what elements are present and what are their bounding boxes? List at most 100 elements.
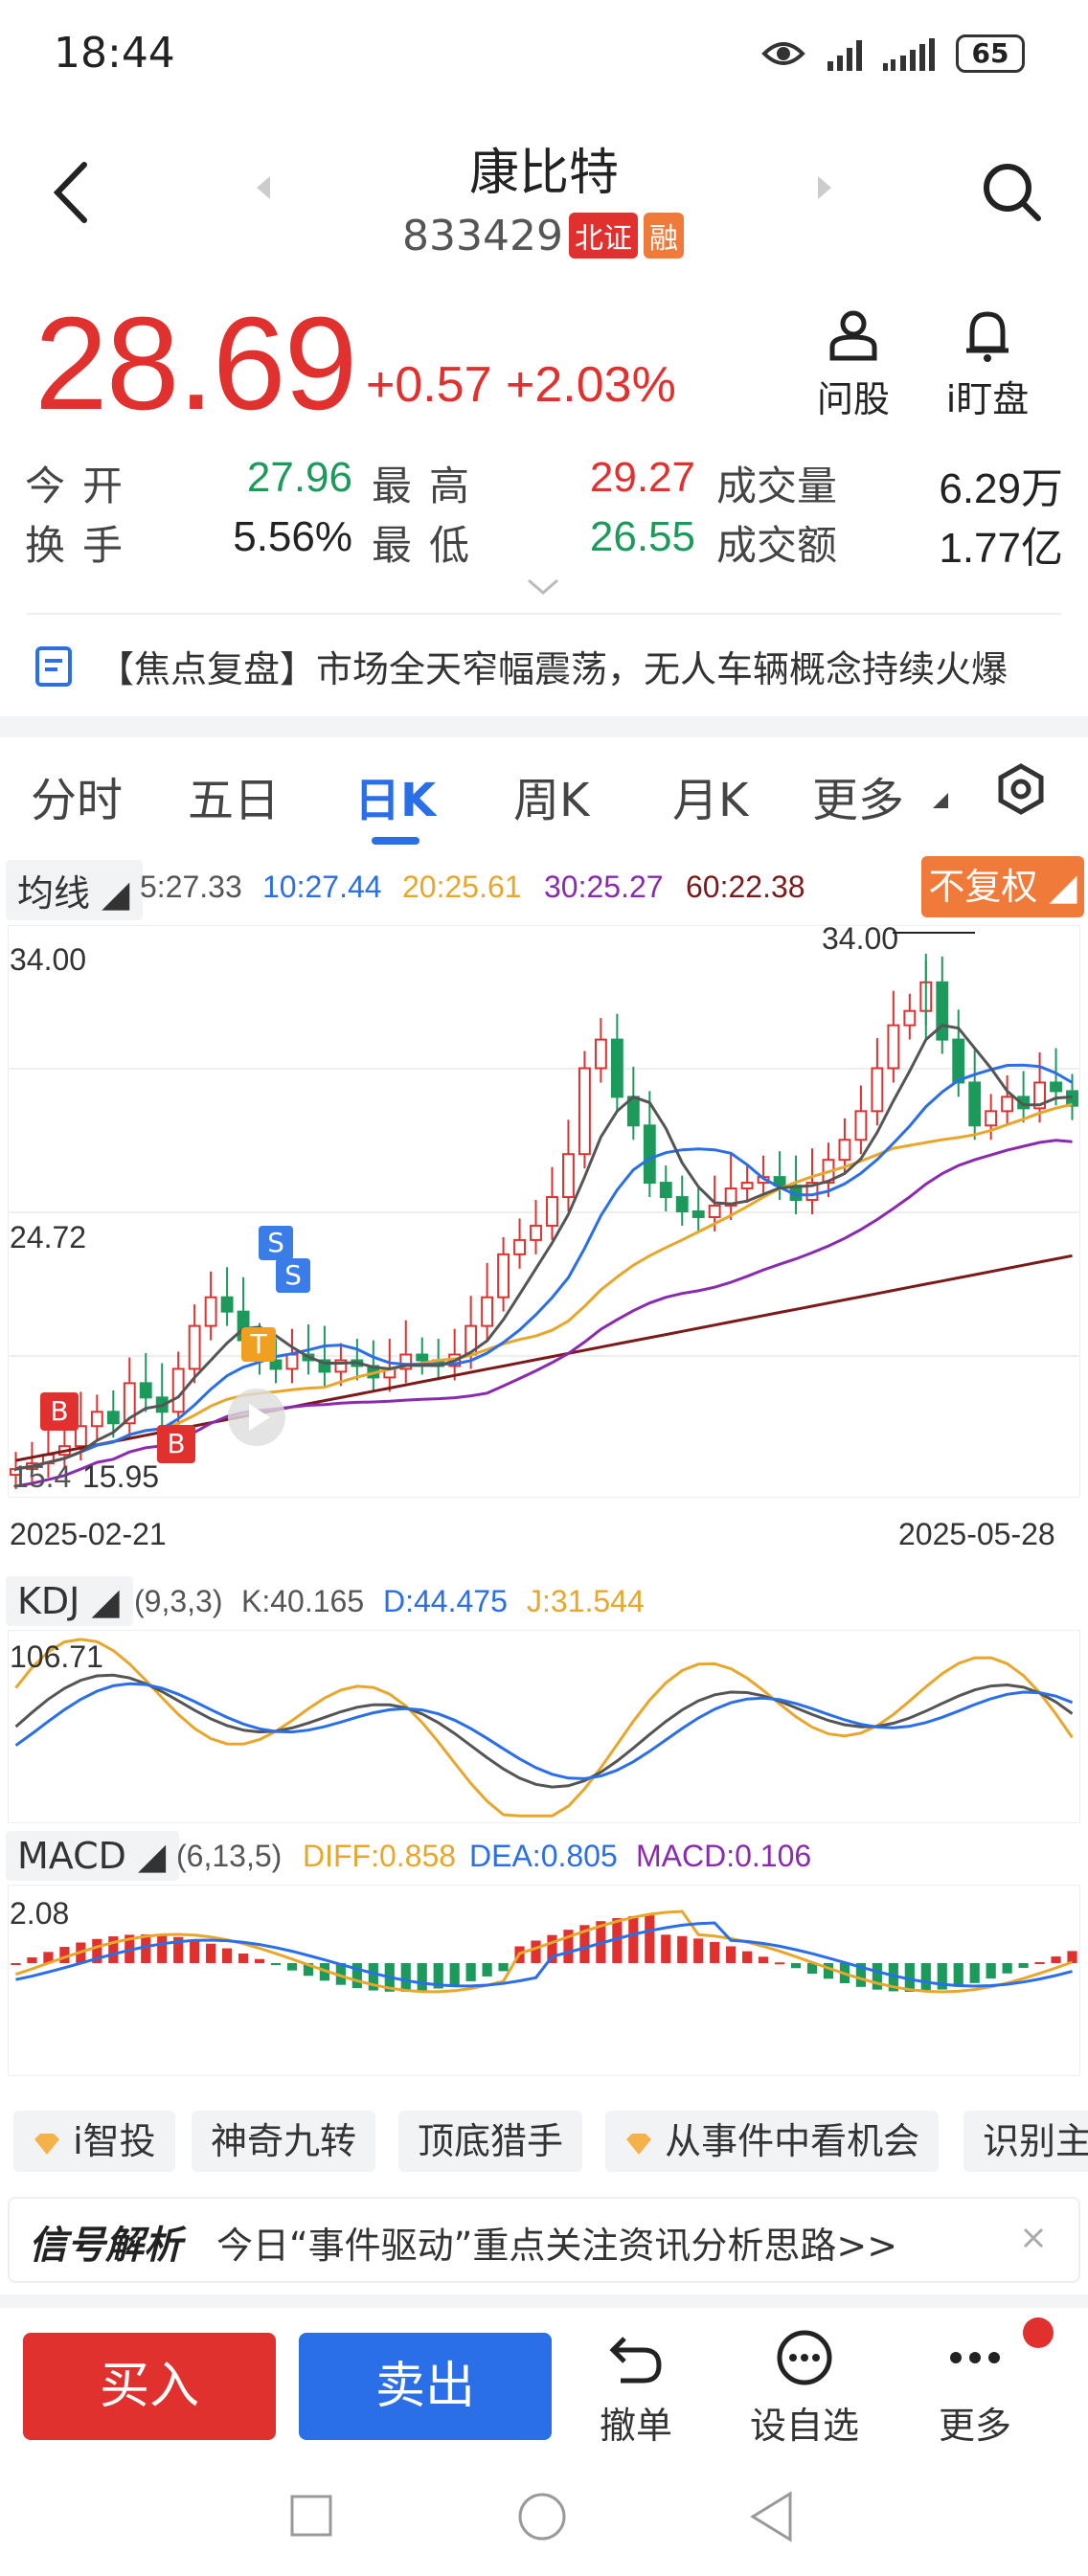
macd-bar bbox=[790, 1963, 802, 1969]
tab-more[interactable]: 更多 bbox=[812, 774, 905, 827]
tool-event[interactable]: 从事件中看机会 bbox=[605, 2111, 940, 2172]
tab-intraday[interactable]: 分时 bbox=[31, 774, 124, 827]
adjust-mode-label: 不复权 bbox=[928, 866, 1038, 908]
high-value: 29.27 bbox=[589, 454, 695, 501]
candle bbox=[171, 1367, 185, 1413]
tab-monthly-k[interactable]: 月K bbox=[672, 774, 749, 827]
news-headline[interactable]: 【焦点复盘】市场全天窄幅震荡，无人车辆概念持续火爆 bbox=[98, 648, 1009, 690]
buy-marker[interactable]: B bbox=[157, 1425, 195, 1463]
macd-bar bbox=[612, 1918, 623, 1963]
next-stock-icon[interactable] bbox=[816, 174, 833, 201]
watch-button[interactable]: i盯盘 bbox=[925, 308, 1050, 422]
candle bbox=[399, 1353, 413, 1370]
macd-bar bbox=[59, 1947, 70, 1963]
macd-bar bbox=[1018, 1963, 1029, 1968]
cancel-order-button[interactable]: 撤单 bbox=[578, 2329, 693, 2449]
buy-marker[interactable]: B bbox=[40, 1392, 79, 1431]
kline-peak-label: 34.00 bbox=[822, 921, 899, 956]
macd-bar bbox=[774, 1962, 785, 1965]
section-gap bbox=[0, 716, 1088, 737]
kdj-top-value: 106.71 bbox=[10, 1639, 103, 1674]
macd-bar bbox=[726, 1946, 737, 1963]
ask-stock-label: 问股 bbox=[816, 378, 890, 420]
open-value: 27.96 bbox=[246, 454, 352, 501]
tab-five-day[interactable]: 五日 bbox=[188, 774, 281, 827]
settings-icon[interactable] bbox=[994, 762, 1048, 816]
macd-bar bbox=[872, 1963, 882, 1990]
candle bbox=[74, 1425, 87, 1448]
expand-chevron-icon[interactable] bbox=[527, 578, 559, 596]
more-label: 更多 bbox=[938, 2405, 1011, 2447]
open-label: 今开 bbox=[25, 463, 141, 509]
turnover-value: 5.56% bbox=[233, 513, 352, 560]
macd-bar bbox=[27, 1957, 37, 1963]
kdj-d: D:44.475 bbox=[383, 1584, 508, 1618]
candle bbox=[546, 1196, 558, 1227]
tool-top-bottom[interactable]: 顶底猎手 bbox=[398, 2111, 583, 2172]
stock-code: 833429 bbox=[402, 211, 563, 260]
macd-top-value: 2.08 bbox=[10, 1896, 70, 1931]
macd-bar bbox=[1067, 1951, 1077, 1963]
kdj-chart[interactable] bbox=[8, 1630, 1080, 1823]
macd-bar bbox=[141, 1934, 151, 1963]
ma-chip[interactable]: 均线 ◢ bbox=[6, 860, 144, 920]
back-nav-icon[interactable] bbox=[749, 2490, 793, 2543]
prev-stock-icon[interactable] bbox=[255, 174, 272, 201]
stock-name: 康比特 bbox=[468, 145, 619, 202]
tab-daily-k[interactable]: 日K bbox=[354, 774, 437, 827]
peak-pointer-line bbox=[893, 932, 975, 934]
sell-marker[interactable]: S bbox=[276, 1258, 310, 1293]
close-icon[interactable] bbox=[1021, 2226, 1046, 2250]
macd-bar bbox=[904, 1963, 915, 1992]
candle bbox=[985, 1110, 998, 1127]
margin-tag: 融 bbox=[643, 213, 684, 259]
play-icon[interactable] bbox=[226, 1387, 287, 1448]
macd-chip[interactable]: MACD ◢ bbox=[6, 1831, 180, 1881]
ma5-value: 5:27.33 bbox=[140, 870, 242, 904]
signal-text[interactable]: 今日“事件驱动”重点关注资讯分析思路>> bbox=[216, 2225, 898, 2267]
candle bbox=[497, 1253, 510, 1299]
macd-bar bbox=[628, 1915, 639, 1963]
signal-icon bbox=[827, 40, 862, 71]
candle bbox=[1001, 1096, 1014, 1113]
macd-diff: DIFF:0.858 bbox=[303, 1839, 457, 1873]
add-watchlist-button[interactable]: 设自选 bbox=[747, 2329, 862, 2449]
recents-nav-icon[interactable] bbox=[289, 2494, 333, 2538]
sell-button[interactable]: 卖出 bbox=[299, 2333, 552, 2440]
macd-bar bbox=[190, 1939, 200, 1963]
sell-marker[interactable]: S bbox=[259, 1226, 293, 1260]
macd-bar bbox=[661, 1934, 671, 1963]
more-button[interactable]: 更多 bbox=[918, 2329, 1032, 2449]
status-bar: 18:44 65 bbox=[0, 0, 1088, 105]
macd-bar bbox=[563, 1930, 574, 1963]
news-icon bbox=[35, 646, 72, 687]
kline-top-value: 34.00 bbox=[10, 942, 87, 977]
macd-value: MACD:0.106 bbox=[636, 1839, 812, 1873]
kdj-chip[interactable]: KDJ ◢ bbox=[6, 1576, 133, 1626]
ask-stock-button[interactable]: 问股 bbox=[791, 308, 916, 422]
search-icon[interactable] bbox=[981, 161, 1044, 224]
t-marker[interactable]: T bbox=[241, 1327, 276, 1362]
macd-params: (6,13,5) bbox=[176, 1839, 283, 1873]
candle bbox=[968, 1081, 982, 1127]
buy-button[interactable]: 买入 bbox=[23, 2333, 276, 2440]
high-label: 最高 bbox=[372, 463, 487, 509]
cancel-order-label: 撤单 bbox=[599, 2405, 672, 2447]
candle bbox=[334, 1359, 348, 1373]
tab-weekly-k[interactable]: 周K bbox=[513, 774, 590, 827]
macd-chart[interactable] bbox=[8, 1885, 1080, 2076]
tool-nine-turn[interactable]: 神奇九转 bbox=[192, 2111, 376, 2172]
kline-chart[interactable] bbox=[8, 925, 1080, 1498]
macd-bar bbox=[43, 1952, 54, 1963]
adjust-mode-button[interactable]: 不复权 ◢ bbox=[921, 856, 1084, 917]
home-nav-icon[interactable] bbox=[517, 2492, 567, 2542]
macd-bar bbox=[498, 1963, 509, 1972]
ma20-value: 20:25.61 bbox=[402, 870, 522, 904]
tool-identify[interactable]: 识别主 bbox=[963, 2111, 1088, 2172]
macd-bar bbox=[270, 1963, 282, 1965]
macd-bar bbox=[937, 1963, 947, 1990]
tool-izhitou[interactable]: i智投 bbox=[13, 2111, 175, 2172]
back-icon[interactable] bbox=[50, 159, 92, 226]
signal-banner[interactable] bbox=[8, 2197, 1080, 2283]
signal-logo: 信号解析 bbox=[29, 2224, 182, 2268]
